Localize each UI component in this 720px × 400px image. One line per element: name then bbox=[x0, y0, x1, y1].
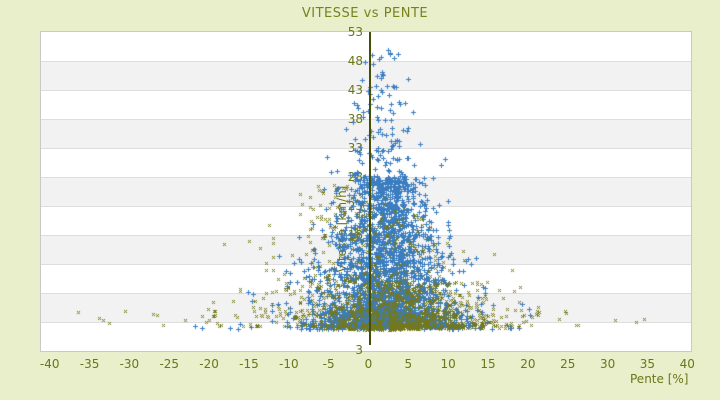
x-tick-label: -20 bbox=[199, 357, 219, 371]
x-tick-label: -35 bbox=[79, 357, 100, 371]
x-tick-label: 25 bbox=[560, 357, 576, 371]
x-tick-label: 5 bbox=[404, 357, 413, 371]
x-axis-title: Pente [%] bbox=[630, 372, 689, 386]
x-tick-label: -25 bbox=[159, 357, 180, 371]
x-tick-label: -40 bbox=[39, 357, 60, 371]
plot-area: Vitesse [km/h] 534843383328231813833 bbox=[40, 26, 692, 356]
center-axis-line bbox=[369, 32, 371, 345]
x-tick-label: -10 bbox=[278, 357, 299, 371]
x-tick-label: 40 bbox=[679, 357, 695, 371]
x-tick-label: 35 bbox=[639, 357, 656, 371]
chart-title: VITESSE vs PENTE bbox=[301, 6, 429, 21]
x-tick-label: -30 bbox=[119, 357, 140, 371]
x-tick-label: 10 bbox=[440, 357, 456, 371]
x-tick-label: 15 bbox=[480, 357, 496, 371]
scatter-points-canvas bbox=[41, 32, 691, 351]
x-tick-label: 0 bbox=[364, 357, 373, 371]
x-tick-label: -5 bbox=[322, 357, 335, 371]
x-tick-label: -15 bbox=[239, 357, 259, 371]
x-tick-label: 30 bbox=[599, 357, 616, 371]
x-tick-label: 20 bbox=[520, 357, 536, 371]
